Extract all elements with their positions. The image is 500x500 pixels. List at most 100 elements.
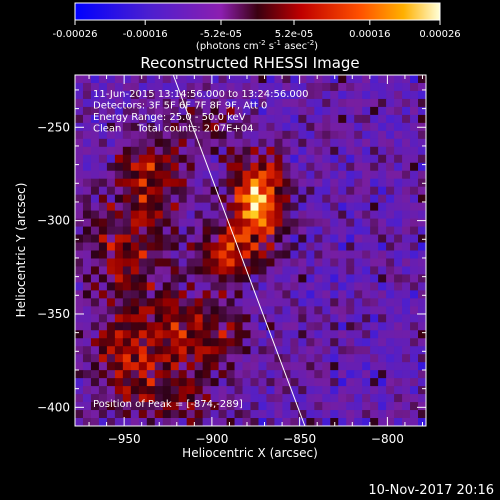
heatmap-cell (338, 82, 347, 92)
heatmap-cell (82, 258, 92, 268)
heatmap-cell (362, 338, 371, 347)
heatmap-cell (266, 378, 276, 387)
heatmap-cell (314, 202, 323, 212)
heatmap-cell (154, 306, 164, 315)
heatmap-cell (314, 194, 323, 204)
heatmap-cell (250, 218, 260, 228)
heatmap-cell (106, 290, 116, 299)
heatmap-cell (322, 154, 331, 164)
heatmap-cell (298, 258, 307, 268)
heatmap-cell (298, 338, 307, 347)
heatmap-cell (186, 298, 196, 307)
heatmap-cell (178, 98, 188, 108)
heatmap-cell (354, 346, 363, 355)
heatmap-cell (306, 218, 315, 228)
heatmap-cell (178, 338, 188, 347)
heatmap-cell (202, 306, 212, 315)
heatmap-cell (402, 410, 411, 419)
heatmap-cell (362, 250, 371, 260)
chart-title: Reconstructed RHESSI Image (140, 54, 359, 72)
heatmap-cell (178, 418, 188, 426)
heatmap-cell (130, 90, 140, 100)
heatmap-cell (146, 194, 156, 204)
heatmap-cell (75, 98, 84, 108)
heatmap-cell (394, 202, 403, 212)
heatmap-cell (362, 370, 371, 379)
heatmap-cell (250, 354, 260, 363)
heatmap-cell (370, 75, 379, 84)
heatmap-cell (274, 314, 284, 323)
heatmap-cell (410, 298, 419, 307)
heatmap-cell (194, 370, 204, 379)
heatmap-cell (130, 114, 140, 124)
heatmap-cell (154, 378, 164, 387)
heatmap-cell (314, 322, 323, 331)
heatmap-cell (378, 122, 387, 132)
heatmap-cell (114, 202, 124, 212)
heatmap-cell (154, 138, 164, 148)
heatmap-cell (98, 386, 108, 395)
heatmap-cell (402, 322, 411, 331)
heatmap-cell (418, 106, 426, 116)
heatmap-cell (138, 306, 148, 315)
heatmap-cell (402, 346, 411, 355)
heatmap-cell (242, 306, 252, 315)
heatmap-cell (298, 202, 307, 212)
heatmap-cell (410, 98, 419, 108)
heatmap-cell (130, 226, 140, 236)
heatmap-cell (138, 218, 148, 228)
heatmap-cell (90, 226, 100, 236)
heatmap-cell (226, 386, 236, 395)
heatmap-cell (346, 402, 355, 411)
heatmap-cell (98, 418, 108, 426)
heatmap-cell (386, 154, 395, 164)
heatmap-cell (314, 130, 323, 140)
heatmap-cell (266, 75, 276, 84)
y-axis-label: Heliocentric Y (arcsec) (14, 183, 28, 318)
heatmap-cell (282, 370, 291, 379)
heatmap-cell (306, 370, 315, 379)
heatmap-cell (306, 402, 315, 411)
heatmap-cell (250, 162, 260, 172)
heatmap-cell (322, 338, 331, 347)
heatmap-cell (242, 154, 252, 164)
heatmap-cell (194, 90, 204, 100)
heatmap-cell (394, 154, 403, 164)
heatmap-cell (282, 418, 291, 426)
heatmap-cell (218, 258, 228, 268)
heatmap-cell (234, 410, 244, 419)
heatmap-cell (82, 154, 92, 164)
heatmap-cell (314, 282, 323, 291)
heatmap-cell (282, 290, 291, 299)
heatmap-cell (186, 130, 196, 140)
heatmap-cell (226, 378, 236, 387)
heatmap-cell (378, 274, 387, 284)
heatmap-cell (386, 258, 395, 268)
heatmap-cell (234, 178, 244, 188)
heatmap-cell (354, 266, 363, 276)
heatmap-cell (130, 218, 140, 228)
heatmap-cell (218, 386, 228, 395)
heatmap-cell (314, 290, 323, 299)
heatmap-cell (154, 362, 164, 371)
heatmap-cell (298, 226, 307, 236)
heatmap-cell (386, 75, 395, 84)
heatmap-cell (314, 210, 323, 220)
heatmap-cell (250, 418, 260, 426)
heatmap-cell (242, 298, 252, 307)
heatmap-cell (250, 282, 260, 291)
heatmap-cell (362, 146, 371, 156)
heatmap-cell (282, 298, 291, 307)
heatmap-cell (122, 298, 132, 307)
heatmap-cell (194, 154, 204, 164)
heatmap-cell (82, 322, 92, 331)
heatmap-cell (170, 362, 180, 371)
heatmap-cell (202, 322, 212, 331)
heatmap-cell (186, 258, 196, 268)
heatmap-cell (162, 75, 172, 84)
heatmap-cell (410, 338, 419, 347)
heatmap-cell (274, 258, 284, 268)
heatmap-cell (370, 162, 379, 172)
heatmap-cell (106, 106, 116, 116)
heatmap-cell (234, 274, 244, 284)
